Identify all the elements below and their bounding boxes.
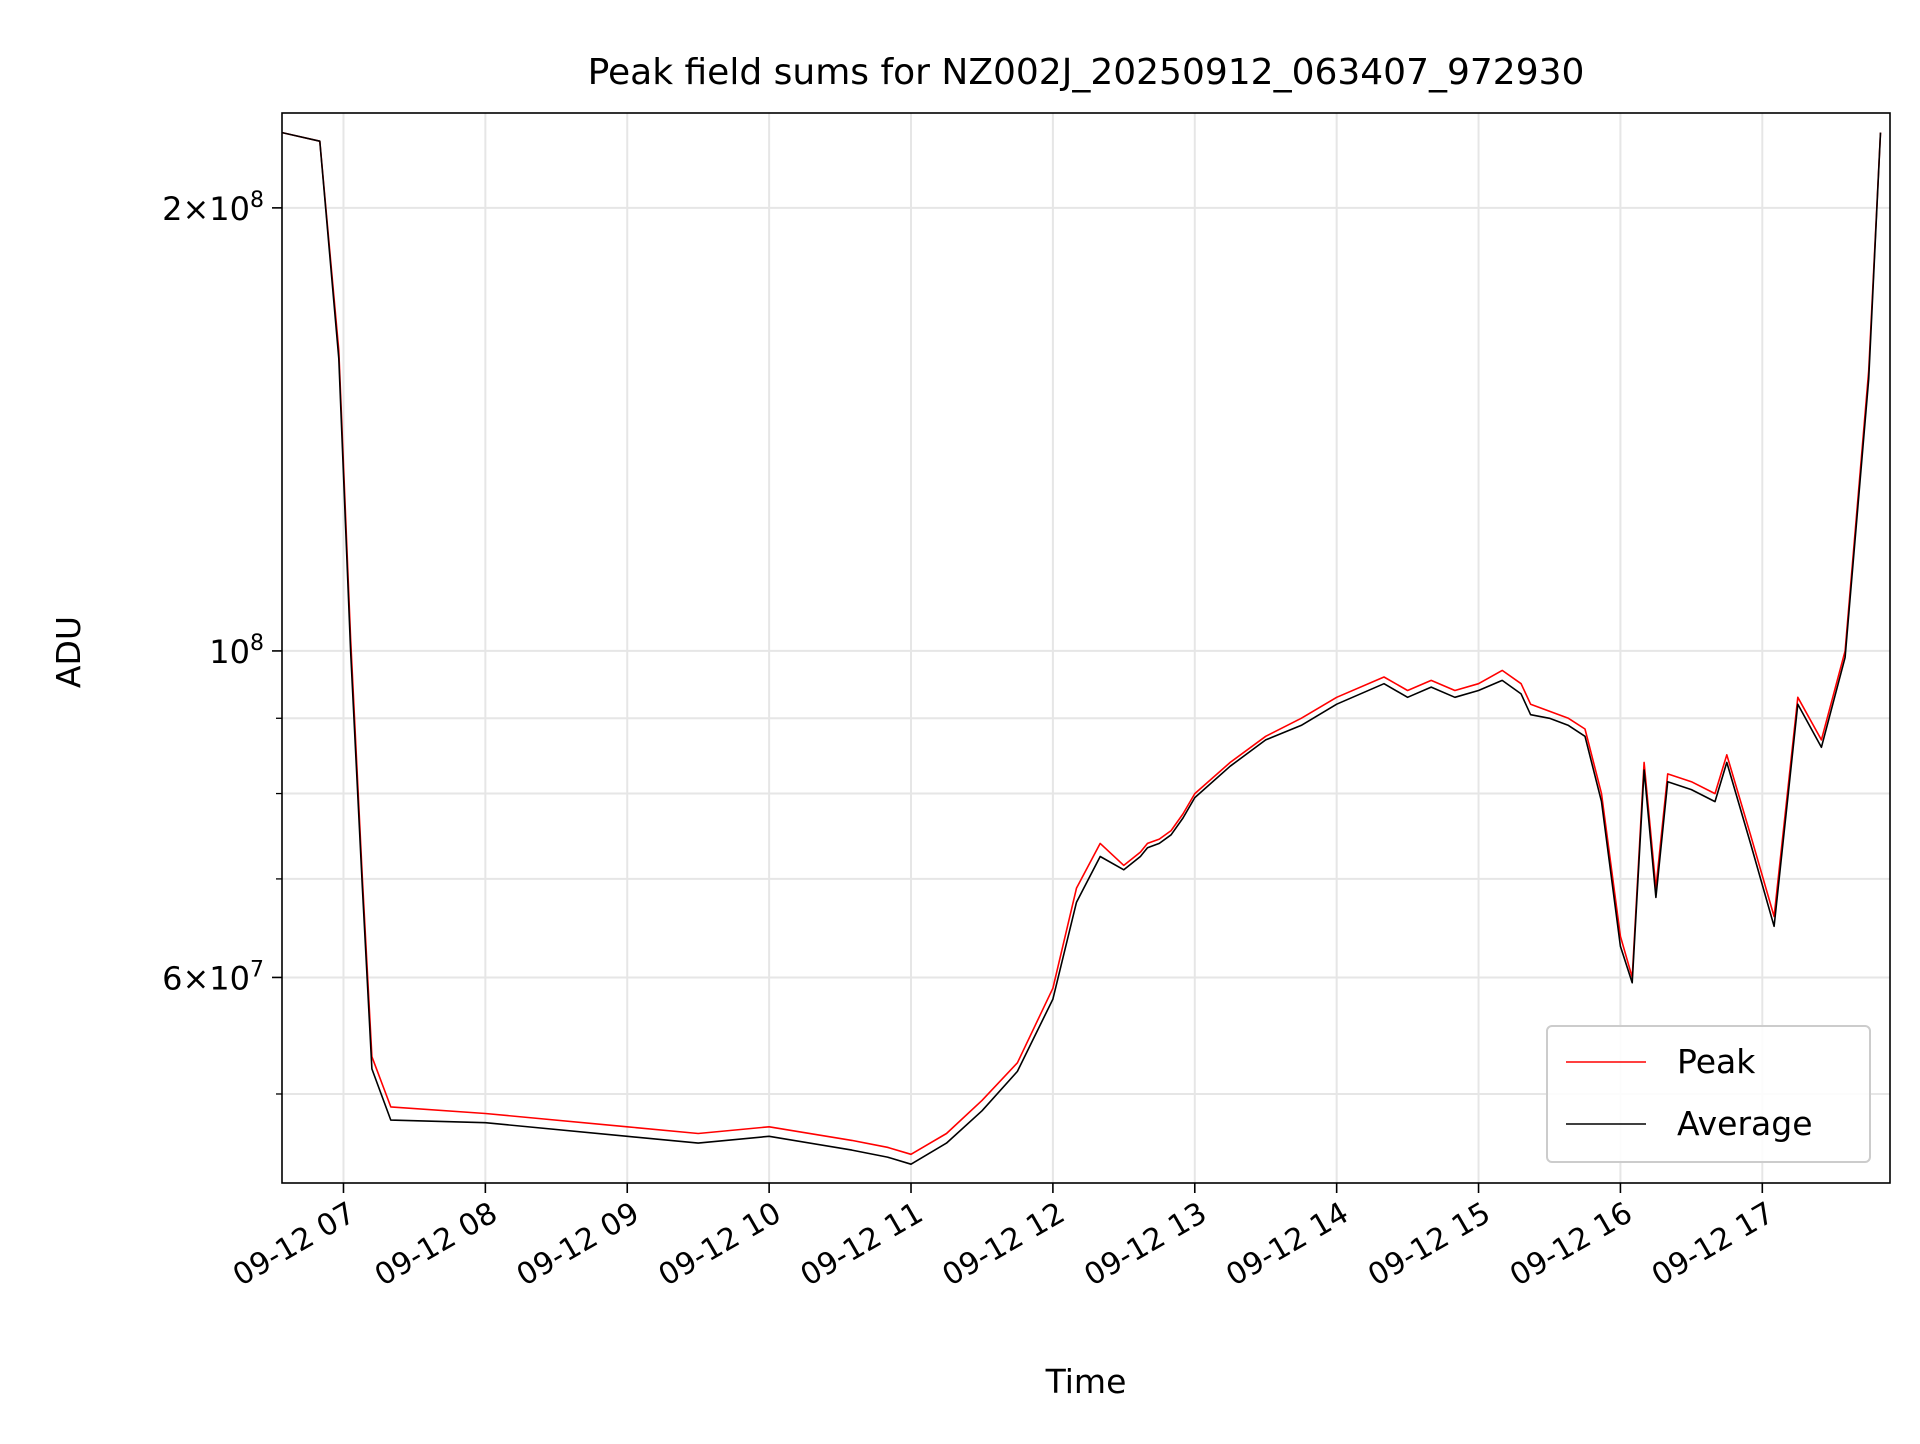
x-tick-label: 09-12 14 [1220, 1196, 1354, 1294]
y-tick-label: 2×108 [162, 188, 264, 228]
legend-label-peak: Peak [1677, 1042, 1756, 1081]
x-tick-label: 09-12 11 [795, 1196, 929, 1294]
x-axis-ticks: 09-12 07 09-12 08 09-12 09 09-12 10 09-12 11… [227, 1183, 1780, 1293]
legend-label-average: Average [1677, 1104, 1813, 1143]
chart-title: Peak field sums for NZ002J_20250912_0634… [588, 52, 1585, 93]
x-tick-label: 09-12 12 [937, 1196, 1071, 1294]
series-line-average [282, 131, 1882, 1165]
y-axis-label: ADU [49, 616, 88, 688]
grid-layer [282, 113, 1890, 1183]
x-tick-label: 09-12 15 [1362, 1196, 1496, 1294]
x-tick-label: 09-12 07 [227, 1196, 361, 1294]
x-tick-label: 09-12 08 [369, 1196, 503, 1294]
plot-frame [281, 112, 1891, 1184]
y-tick-label: 6×107 [162, 957, 264, 997]
y-tick-label: 108 [209, 631, 264, 671]
x-tick-label: 09-12 13 [1078, 1196, 1212, 1294]
x-axis-label: Time [1045, 1362, 1127, 1401]
legend: Peak Average [1546, 1025, 1871, 1163]
x-tick-label: 09-12 09 [511, 1196, 645, 1294]
x-tick-label: 09-12 10 [653, 1196, 787, 1294]
y-axis-ticks: 2×108 108 6×107 [162, 188, 282, 1095]
x-tick-label: 09-12 17 [1646, 1196, 1780, 1294]
plot-layer [282, 131, 1882, 1165]
series-line-peak [282, 131, 1882, 1156]
legend-box [1546, 1025, 1871, 1163]
x-tick-label: 09-12 16 [1504, 1196, 1638, 1294]
